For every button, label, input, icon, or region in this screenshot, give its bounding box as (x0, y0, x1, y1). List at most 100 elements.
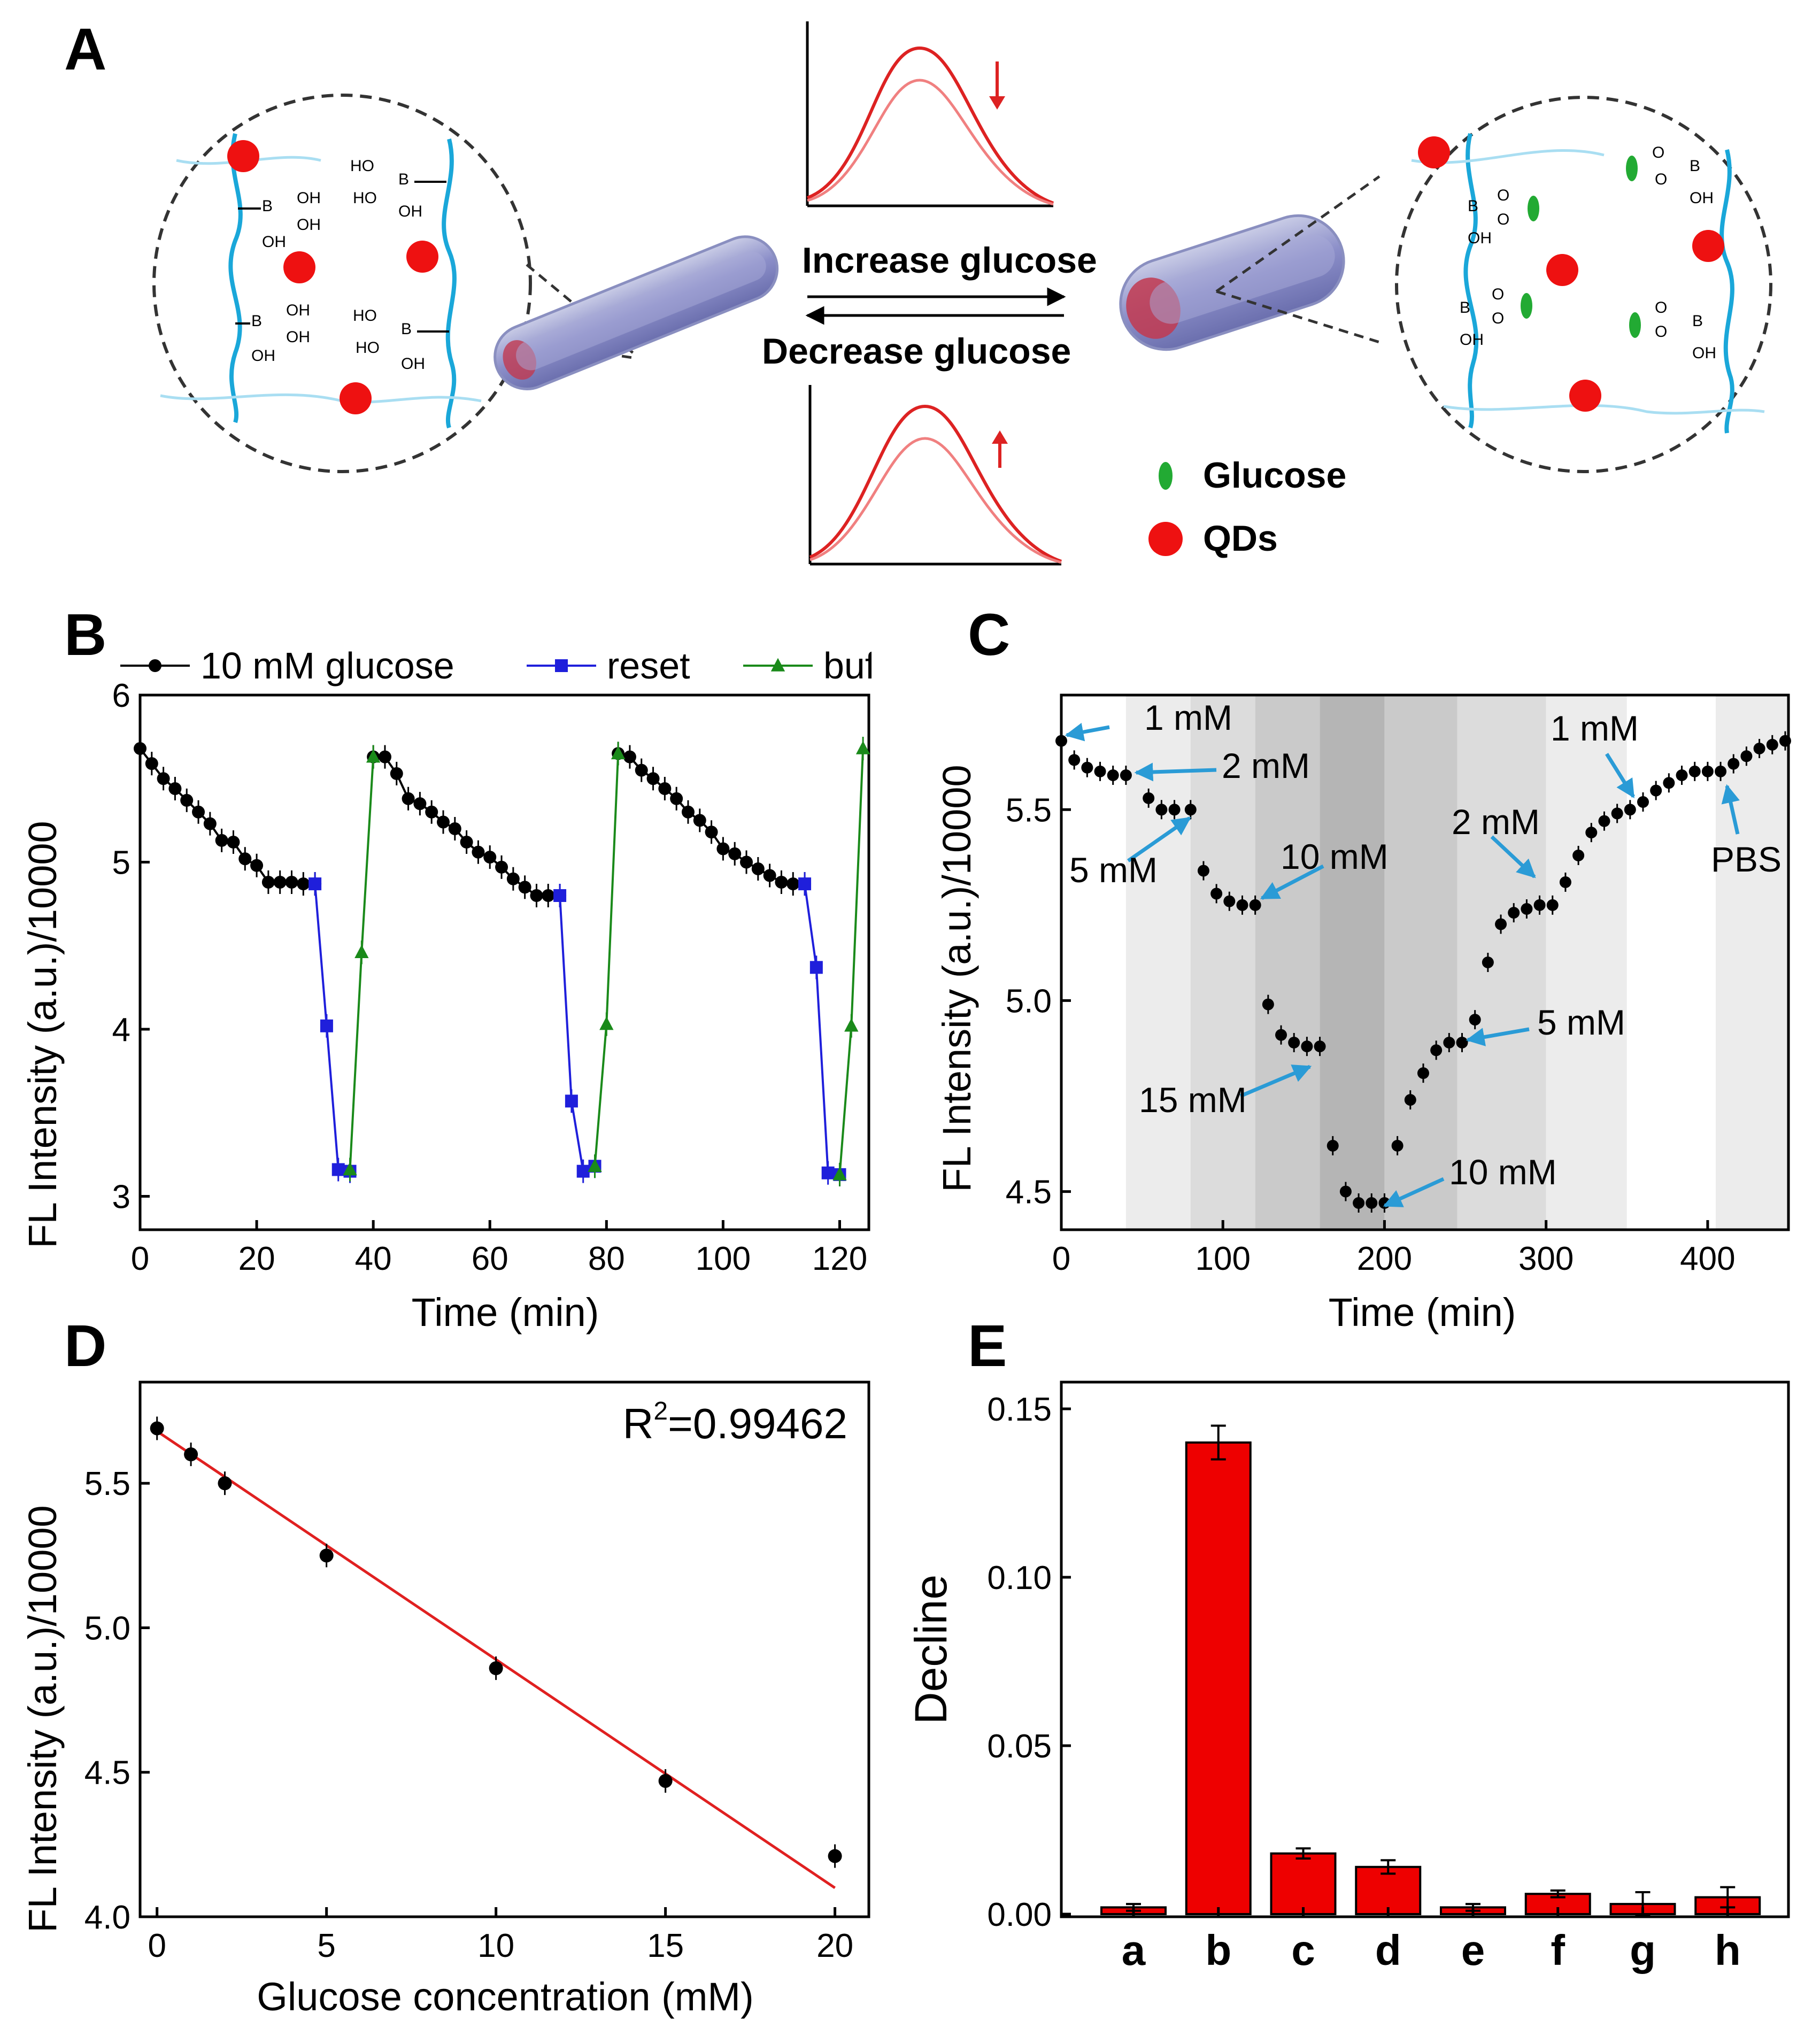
data-point (576, 1164, 590, 1178)
qd-dot (1418, 136, 1450, 168)
arrow-up-icon (992, 430, 1008, 444)
y-tick-label: 5.0 (1006, 983, 1052, 1020)
annotation-label: 5 mM (1537, 1002, 1625, 1042)
y-tick-label: 5.0 (84, 1610, 130, 1647)
category-label: g (1630, 1926, 1656, 1974)
arrow-down-icon (989, 96, 1005, 110)
x-tick-label: 200 (1357, 1240, 1412, 1277)
data-point (1301, 1040, 1313, 1053)
category-label: c (1291, 1926, 1315, 1974)
data-point (844, 1018, 859, 1032)
data-point (1585, 827, 1598, 839)
data-point (828, 1849, 842, 1863)
data-point (1521, 903, 1533, 915)
data-point (1430, 1044, 1443, 1056)
panel-a: A B OH OH OH HO B HO OH B OH (64, 17, 1772, 566)
bar (1185, 1441, 1252, 1915)
x-tick-label: 5 (317, 1927, 335, 1964)
y-axis-label: FL Intensity (a.u.)/10000 (20, 1505, 65, 1932)
y-tick-label: 4.5 (84, 1755, 130, 1792)
data-point (611, 745, 626, 760)
data-point (1572, 850, 1585, 861)
plot-frame (1060, 693, 1790, 1231)
data-point (751, 862, 765, 875)
boron-atom: B (251, 312, 262, 330)
data-point (261, 876, 275, 889)
y-tick-label: 0.00 (987, 1896, 1052, 1933)
background-band (1125, 695, 1191, 1230)
data-point (658, 1773, 673, 1788)
category-label: e (1461, 1926, 1485, 1974)
data-point (530, 889, 543, 902)
data-point (1676, 769, 1688, 781)
hydroxyl: HO (353, 307, 377, 325)
glucose-ellipse (1626, 156, 1638, 181)
x-axis-label: Glucose concentration (mM) (257, 1975, 753, 2019)
x-tick-label: 0 (148, 1927, 166, 1964)
category-label: d (1375, 1926, 1401, 1974)
hydroxyl: OH (1460, 331, 1484, 349)
data-point (149, 659, 161, 672)
data-point (1249, 899, 1261, 911)
data-point (218, 1476, 232, 1491)
data-point (588, 1158, 602, 1173)
data-point (728, 847, 742, 860)
category-label: b (1205, 1926, 1231, 1974)
x-tick-label: 80 (588, 1240, 625, 1277)
x-axis-label: Time (min) (1329, 1290, 1516, 1335)
data-point (809, 961, 823, 974)
y-tick-label: 5.5 (84, 1466, 130, 1502)
data-point (1210, 888, 1223, 900)
data-point (1443, 1037, 1455, 1048)
annotation-label: 15 mM (1139, 1080, 1247, 1120)
data-point (1559, 876, 1571, 888)
y-axis-label: FL Intensity (a.u.)/10000 (935, 765, 979, 1192)
x-tick-label: 300 (1518, 1240, 1574, 1277)
annotation-arrow (1490, 835, 1536, 878)
data-point (1404, 1094, 1416, 1106)
data-point (1055, 735, 1067, 747)
qd-dot (227, 140, 259, 172)
x-tick-label: 10 (477, 1927, 514, 1964)
oxygen: O (1655, 323, 1667, 341)
data-point (1650, 784, 1662, 797)
data-point (343, 1162, 357, 1176)
data-point (770, 658, 785, 672)
data-point (483, 851, 497, 864)
left-zoom-circle (152, 94, 532, 473)
series-line-circle (139, 747, 315, 885)
oxygen: O (1492, 310, 1504, 327)
right-magnified-view: B O O OH B O O OH O O B OH O O B OH (1215, 96, 1772, 473)
background-band (1716, 695, 1788, 1230)
legend-label: 10 mM glucose (200, 645, 454, 687)
data-point (203, 817, 217, 830)
annotation-arrow (1466, 1027, 1530, 1046)
data-point (763, 869, 776, 882)
hydroxyl: OH (262, 233, 286, 251)
y-tick-label: 0.10 (987, 1560, 1052, 1597)
data-point (320, 1019, 333, 1032)
data-point (1624, 804, 1636, 816)
right-zoom-circle (1395, 96, 1772, 473)
data-point (472, 845, 485, 859)
data-point (1155, 804, 1168, 816)
tube-left (493, 235, 779, 391)
annotation-arrow (1721, 784, 1740, 835)
annotation-arrow (1134, 762, 1217, 782)
data-point (1482, 957, 1494, 968)
panel-label-e: E (968, 1313, 1007, 1379)
qd-dot (340, 382, 372, 414)
data-point (460, 836, 473, 849)
data-point (1456, 1037, 1468, 1048)
data-point (1236, 899, 1248, 911)
data-point (150, 1421, 164, 1436)
data-point (1366, 1197, 1378, 1209)
oxygen: O (1655, 171, 1667, 188)
increase-glucose-label: Increase glucose (802, 240, 1097, 281)
hydroxyl: OH (1692, 344, 1716, 362)
hydroxyl: OH (401, 355, 425, 373)
legend-items: 10 mM glucose reset buffer (120, 645, 872, 687)
qd-legend-icon (1148, 522, 1183, 556)
x-tick-label: 100 (696, 1240, 751, 1277)
oxygen: O (1652, 144, 1664, 161)
